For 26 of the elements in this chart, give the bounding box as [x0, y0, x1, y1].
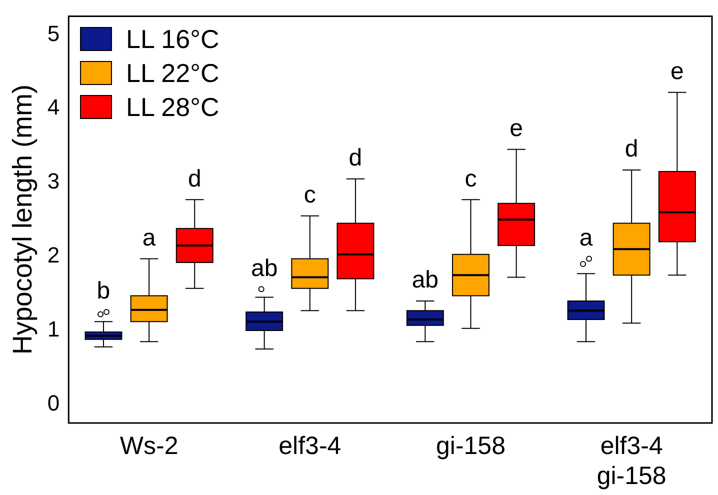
x-tick-label: gi-158 [436, 432, 506, 460]
legend-label: LL 16°C [126, 24, 220, 54]
annotation: c [304, 182, 316, 209]
x-tick-label: elf3-4 gi-158 [596, 432, 666, 490]
y-axis-title: Hypocotyl length (mm) [8, 84, 38, 355]
annotation: d [188, 165, 202, 192]
y-tick-label: 0 [47, 390, 60, 416]
annotation: e [670, 58, 684, 86]
y-tick-label: 1 [47, 316, 60, 342]
x-tick-label: elf3-4 [278, 432, 342, 460]
y-tick-label: 5 [47, 20, 60, 46]
legend-label: LL 28°C [126, 92, 220, 122]
y-tick-label: 3 [47, 168, 60, 194]
annotation: b [96, 278, 110, 305]
annotation: d [624, 136, 638, 163]
annotation: a [142, 224, 156, 252]
annotation: a [579, 224, 594, 252]
y-tick-label: 2 [47, 242, 60, 268]
legend-label: LL 22°C [126, 58, 220, 88]
annotation: ab [412, 266, 439, 294]
x-tick-label: Ws-2 [120, 432, 178, 460]
y-tick-label: 4 [47, 94, 60, 120]
annotation: d [348, 144, 362, 172]
annotation: c [464, 165, 477, 192]
annotation: e [510, 114, 523, 142]
annotation: ab [250, 254, 278, 282]
